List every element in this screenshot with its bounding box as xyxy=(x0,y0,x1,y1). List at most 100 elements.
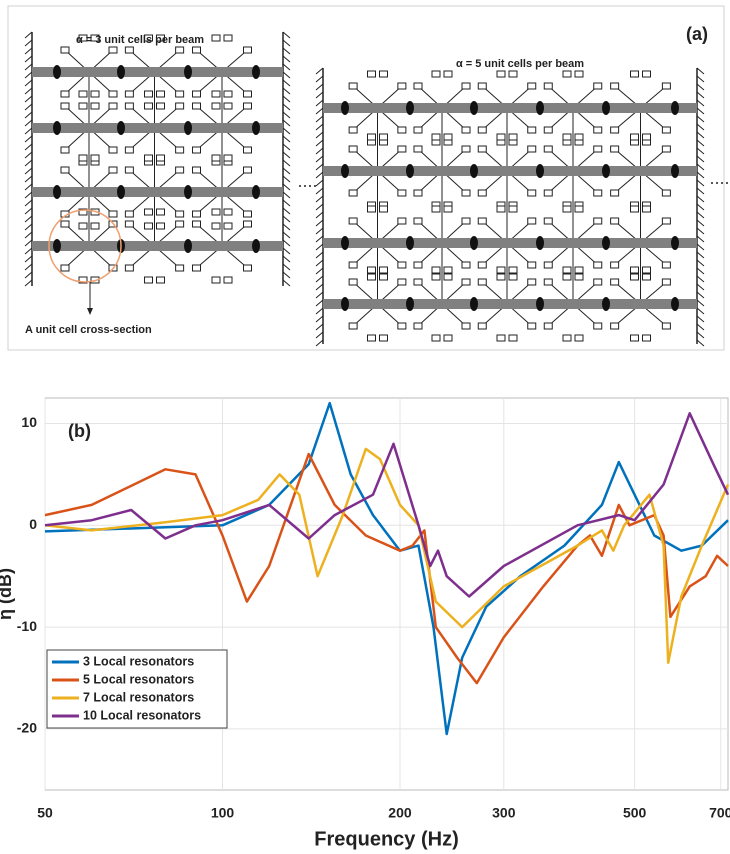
resonator-mass xyxy=(61,221,69,227)
resonator-mass xyxy=(176,147,184,153)
resonator-mass xyxy=(414,146,422,152)
resonator-mass xyxy=(594,323,602,329)
beam xyxy=(32,241,283,251)
joint xyxy=(117,65,125,79)
resonator-mass xyxy=(414,127,422,133)
resonator-mass xyxy=(528,323,536,329)
resonator-mass xyxy=(631,134,639,140)
resonator-mass xyxy=(444,71,452,77)
resonator-mass xyxy=(478,262,486,268)
resonator-mass xyxy=(145,223,153,229)
resonator-mass xyxy=(462,190,470,196)
resonator-mass xyxy=(575,134,583,140)
resonator-mass xyxy=(125,221,133,227)
resonator-mass xyxy=(398,218,406,224)
y-tick-label: -10 xyxy=(17,618,37,634)
resonator-mass xyxy=(478,218,486,224)
resonator-mass xyxy=(212,103,220,109)
resonator-mass xyxy=(611,190,619,196)
joint xyxy=(536,297,544,311)
resonator-mass xyxy=(478,279,486,285)
resonator-mass xyxy=(478,190,486,196)
x-tick-label: 100 xyxy=(211,805,235,821)
resonator-mass xyxy=(528,279,536,285)
resonator-mass xyxy=(145,103,153,109)
legend-label: 7 Local resonators xyxy=(83,690,194,704)
resonator-mass xyxy=(193,47,201,53)
joint xyxy=(406,164,414,178)
resonator-mass xyxy=(544,146,552,152)
resonator-mass xyxy=(368,274,376,280)
panel-label: (a) xyxy=(686,24,708,44)
resonator-mass xyxy=(544,218,552,224)
resonator-mass xyxy=(176,221,184,227)
resonator-mass xyxy=(478,146,486,152)
resonator-mass xyxy=(528,218,536,224)
resonator-mass xyxy=(643,267,651,273)
resonator-mass xyxy=(662,262,670,268)
joint xyxy=(671,101,679,115)
resonator-mass xyxy=(380,134,388,140)
resonator-mass xyxy=(380,267,388,273)
resonator-mass xyxy=(432,335,440,341)
resonator-mass xyxy=(212,35,220,41)
resonator-mass xyxy=(444,274,452,280)
plot-area xyxy=(45,398,728,790)
resonator-mass xyxy=(398,279,406,285)
resonator-mass xyxy=(125,211,133,217)
resonator-mass xyxy=(398,127,406,133)
resonator-mass xyxy=(224,35,232,41)
y-tick-label: -20 xyxy=(17,720,37,736)
resonator-mass xyxy=(563,206,571,212)
resonator-mass xyxy=(544,323,552,329)
resonator-mass xyxy=(193,147,201,153)
x-tick-label: 200 xyxy=(388,805,412,821)
resonator-mass xyxy=(109,47,117,53)
resonator-mass xyxy=(528,83,536,89)
resonator-mass xyxy=(662,279,670,285)
resonator-mass xyxy=(594,190,602,196)
figure: α = 3 unit cells per beam α = 5 unit cel… xyxy=(0,0,730,854)
resonator-mass xyxy=(662,190,670,196)
joint xyxy=(184,121,192,135)
resonator-mass xyxy=(380,206,388,212)
resonator-mass xyxy=(349,218,357,224)
resonator-mass xyxy=(594,218,602,224)
joint xyxy=(53,239,61,253)
resonator-mass xyxy=(176,211,184,217)
beam xyxy=(32,67,283,77)
resonator-mass xyxy=(414,323,422,329)
joint xyxy=(536,101,544,115)
joint xyxy=(53,121,61,135)
y-axis-label: η (dB) xyxy=(0,568,15,620)
resonator-mass xyxy=(125,265,133,271)
resonator-mass xyxy=(631,71,639,77)
resonator-mass xyxy=(212,155,220,161)
resonator-mass xyxy=(224,209,232,215)
resonator-mass xyxy=(368,335,376,341)
right-title: α = 5 unit cells per beam xyxy=(456,58,584,70)
x-tick-label: 700 xyxy=(709,805,730,821)
resonator-mass xyxy=(631,267,639,273)
resonator-mass xyxy=(349,323,357,329)
resonator-mass xyxy=(79,103,87,109)
resonator-mass xyxy=(414,262,422,268)
panel-a-frame xyxy=(8,6,724,350)
resonator-mass xyxy=(563,71,571,77)
resonator-mass xyxy=(109,91,117,97)
legend-label: 10 Local resonators xyxy=(83,708,201,722)
resonator-mass xyxy=(244,91,252,97)
resonator-mass xyxy=(157,223,165,229)
resonator-mass xyxy=(478,83,486,89)
resonator-mass xyxy=(497,274,505,280)
beam xyxy=(323,166,697,176)
legend-label: 3 Local resonators xyxy=(83,654,194,668)
resonator-mass xyxy=(462,323,470,329)
resonator-mass xyxy=(544,127,552,133)
resonator-mass xyxy=(528,262,536,268)
resonator-mass xyxy=(349,146,357,152)
resonator-mass xyxy=(563,267,571,273)
resonator-mass xyxy=(61,265,69,271)
resonator-mass xyxy=(91,91,99,97)
